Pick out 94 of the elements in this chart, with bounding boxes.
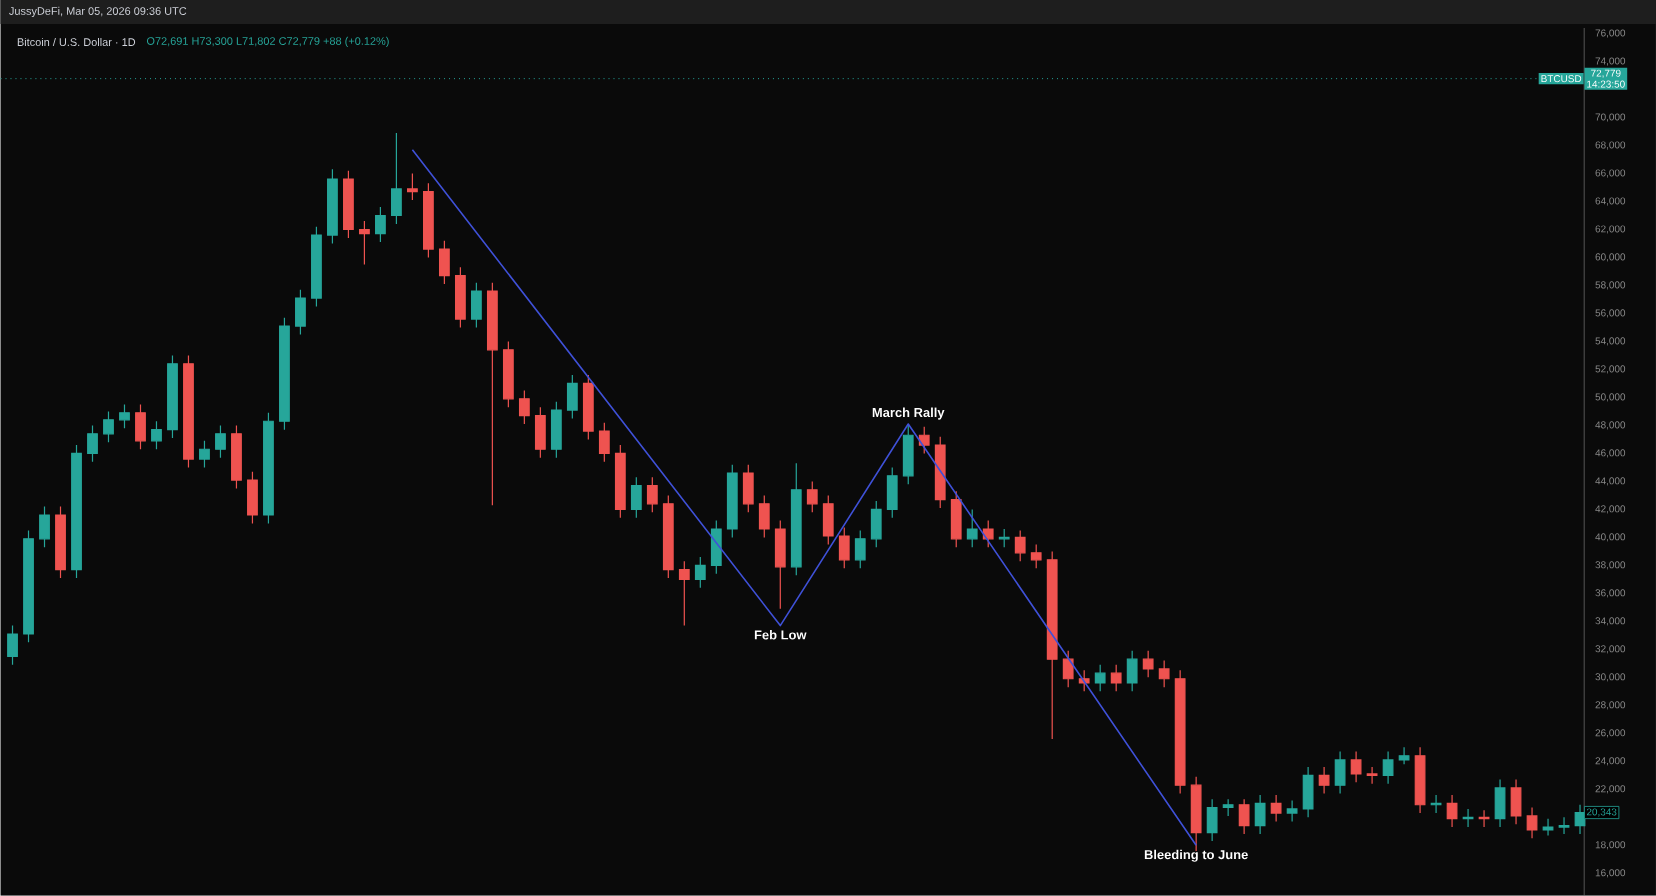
candlestick bbox=[1414, 746, 1426, 814]
candlestick bbox=[263, 412, 274, 524]
candlestick bbox=[23, 529, 34, 643]
candlestick bbox=[710, 519, 722, 575]
candlestick bbox=[758, 494, 770, 538]
candlestick bbox=[694, 556, 706, 589]
candlestick bbox=[566, 374, 578, 420]
candlestick bbox=[1046, 550, 1058, 740]
candlestick bbox=[1542, 818, 1554, 837]
candlestick bbox=[391, 132, 402, 225]
candlestick bbox=[614, 444, 626, 519]
candlestick bbox=[1478, 809, 1490, 828]
candlestick bbox=[486, 282, 498, 506]
candlestick bbox=[630, 476, 642, 519]
candlestick bbox=[806, 480, 818, 513]
candlestick bbox=[1094, 664, 1106, 692]
candlestick bbox=[1430, 794, 1442, 814]
candlestick bbox=[231, 424, 242, 489]
candlestick bbox=[582, 374, 594, 441]
candlestick bbox=[726, 464, 738, 538]
candlestick bbox=[1286, 799, 1298, 823]
candlestick bbox=[1398, 746, 1410, 765]
candlestick bbox=[1366, 766, 1378, 785]
candlestick bbox=[87, 424, 98, 463]
candlestick bbox=[518, 389, 530, 425]
candlestick bbox=[1334, 750, 1346, 795]
candlestick bbox=[1206, 798, 1218, 842]
candlestick bbox=[502, 340, 514, 408]
candlestick bbox=[534, 406, 546, 459]
candlestick bbox=[774, 519, 786, 610]
candlestick bbox=[470, 282, 482, 329]
candlestick bbox=[438, 240, 450, 285]
candlestick bbox=[1030, 543, 1042, 569]
candlestick bbox=[1558, 816, 1570, 835]
candlestick bbox=[1126, 650, 1138, 692]
candlestick bbox=[151, 420, 162, 450]
candlestick bbox=[454, 266, 466, 329]
candlestick bbox=[215, 424, 226, 459]
candlestick bbox=[1382, 750, 1394, 785]
candlestick bbox=[886, 466, 898, 519]
candlestick bbox=[39, 505, 50, 548]
candlestick bbox=[598, 422, 610, 463]
candlestick bbox=[103, 410, 114, 443]
candlestick bbox=[1014, 529, 1026, 562]
candlestick bbox=[870, 500, 882, 548]
candlestick bbox=[790, 462, 802, 576]
candlestick bbox=[854, 529, 866, 569]
candlestick bbox=[311, 226, 322, 308]
candlestick bbox=[902, 423, 914, 485]
candlestick bbox=[1446, 794, 1458, 828]
candlestick bbox=[183, 354, 194, 468]
candlestick bbox=[1462, 808, 1474, 828]
candlestick bbox=[550, 401, 562, 459]
candlestick bbox=[119, 403, 130, 429]
candlestick bbox=[1302, 766, 1314, 818]
candlestick bbox=[1222, 798, 1234, 817]
candlestick bbox=[295, 289, 306, 336]
candlestick bbox=[1142, 650, 1154, 678]
candlestick bbox=[1238, 798, 1250, 835]
candlestick bbox=[1174, 669, 1186, 795]
candlestick bbox=[646, 476, 658, 513]
candlestick bbox=[966, 508, 978, 548]
candlestick bbox=[678, 560, 690, 627]
candlestick bbox=[934, 436, 946, 509]
candlestick bbox=[1510, 778, 1522, 825]
candlestick bbox=[375, 206, 386, 243]
candlestick bbox=[167, 354, 178, 439]
candlestick bbox=[199, 440, 210, 468]
candlestick bbox=[662, 494, 674, 579]
candlestick bbox=[55, 505, 66, 579]
candlestick bbox=[822, 494, 834, 545]
candlestick bbox=[279, 317, 290, 431]
candlestick bbox=[247, 471, 258, 524]
candlestick bbox=[1158, 659, 1170, 688]
candlestick bbox=[7, 624, 18, 666]
candlestick bbox=[71, 444, 82, 579]
candlestick bbox=[1062, 650, 1074, 688]
candlestick bbox=[327, 168, 338, 245]
candlestick bbox=[1350, 750, 1362, 783]
candlestick bbox=[1190, 776, 1202, 852]
candlestick bbox=[343, 170, 354, 239]
candlestick bbox=[407, 172, 418, 201]
line-series bbox=[411, 148, 1197, 847]
candlestick bbox=[838, 526, 850, 569]
candlestick bbox=[742, 464, 754, 513]
candlestick bbox=[950, 490, 962, 548]
candlestick bbox=[1318, 766, 1330, 795]
candlestick bbox=[135, 403, 146, 450]
candlestick bbox=[1270, 794, 1282, 823]
candlestick bbox=[1494, 778, 1506, 828]
candlestick bbox=[1254, 794, 1266, 835]
candlestick bbox=[1526, 806, 1538, 839]
candlestick bbox=[422, 182, 434, 259]
candlestick bbox=[1110, 664, 1122, 692]
